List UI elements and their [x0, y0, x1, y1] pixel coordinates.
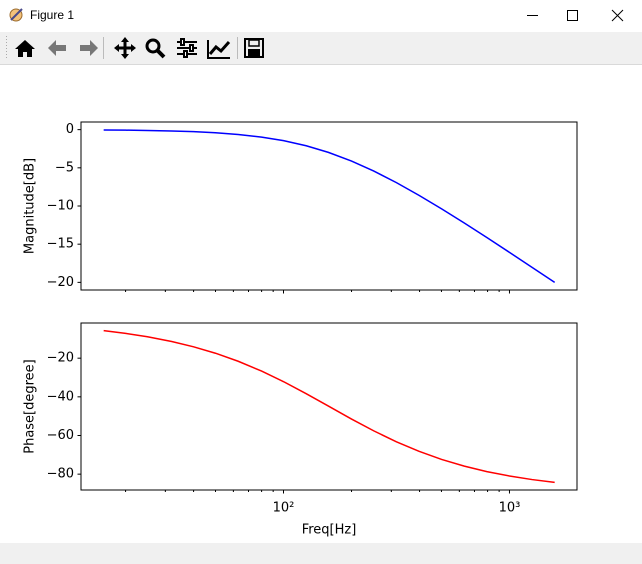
- maximize-button[interactable]: [567, 10, 578, 21]
- zoom-button[interactable]: [145, 38, 161, 54]
- y-tick-label: −80: [47, 467, 74, 482]
- data-line: [103, 129, 556, 284]
- title-bar-icons: [9, 8, 624, 22]
- data-line: [103, 329, 555, 484]
- toolbar: [0, 32, 642, 65]
- title-bar: Figure 1: [0, 0, 642, 32]
- y-tick-label: 0: [66, 122, 74, 137]
- y-tick-label: −15: [47, 237, 74, 252]
- x-axis-label: Freq[Hz]: [302, 523, 357, 538]
- app-icon-feather: [10, 8, 23, 21]
- axes-frame: [80, 121, 578, 291]
- y-tick-label: −40: [47, 389, 74, 404]
- x-tick-label: 10³: [499, 501, 521, 516]
- y-tick-label: −20: [47, 351, 74, 366]
- y-axis-label: Phase[degree]: [23, 359, 38, 454]
- y-tick-label: −20: [47, 275, 74, 290]
- close-button[interactable]: [611, 9, 624, 22]
- forward-button[interactable]: [80, 40, 98, 56]
- plot-area: [103, 329, 555, 484]
- axes-frame: [80, 322, 578, 491]
- zoom-button-handle: [155, 48, 166, 59]
- back-button[interactable]: [48, 40, 66, 56]
- figure: 0 −5 −10 −15 −20 Magnitude[dB] −20 −40 −60 −80 10²…: [23, 121, 578, 538]
- y-tick-label: −5: [55, 160, 74, 175]
- y-tick-label: −60: [47, 428, 74, 443]
- edit-axis-button[interactable]: [207, 40, 231, 59]
- configure-button[interactable]: [177, 38, 197, 58]
- plot-area: [103, 129, 556, 284]
- y-tick-label: −10: [47, 199, 74, 214]
- y-axis-label: Magnitude[dB]: [23, 158, 38, 254]
- status-bar: [0, 543, 642, 564]
- window-title: Figure 1: [30, 8, 75, 22]
- save-button[interactable]: [244, 38, 264, 58]
- x-tick-label: 10²: [273, 501, 295, 516]
- toolbar-icons: [6, 36, 264, 60]
- pan-button[interactable]: [114, 37, 136, 59]
- home-button[interactable]: [15, 40, 35, 57]
